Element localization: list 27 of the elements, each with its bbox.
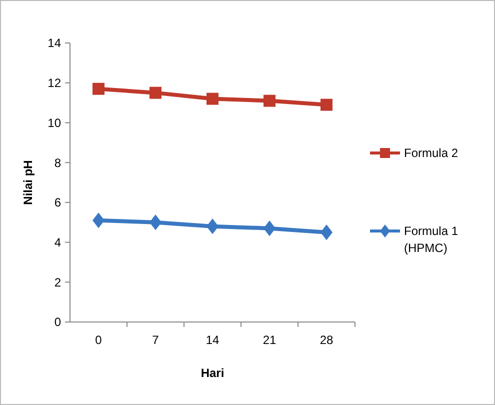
x-tick-label: 21 [262,333,276,347]
x-tick-label: 0 [95,333,102,347]
x-axis-title: Hari [200,366,224,380]
y-tick-label: 12 [48,76,62,90]
y-tick-label: 14 [48,36,62,50]
point [206,92,218,105]
x-tick-label: 7 [152,333,160,347]
point [264,220,276,236]
y-tick-label: 0 [54,315,62,330]
point [320,224,332,240]
y-axis-title: Nilai pH [21,160,35,205]
point [92,82,104,95]
y-tick-label: 4 [54,235,62,250]
point [320,98,332,111]
x-tick-label: 14 [206,333,220,347]
y-tick-label: 6 [54,196,62,210]
y-tick-label: 10 [48,116,62,130]
point [150,86,162,99]
legend-label: Formula 1 (HPMC) [404,224,458,255]
x-tick-label: 28 [320,333,334,347]
point [92,212,104,228]
y-tick-label: 2 [54,275,62,290]
y-tick-label: 8 [54,156,62,170]
point [150,214,162,230]
legend-label: Formula 2 [404,146,458,160]
point [264,94,276,107]
point [206,218,218,234]
